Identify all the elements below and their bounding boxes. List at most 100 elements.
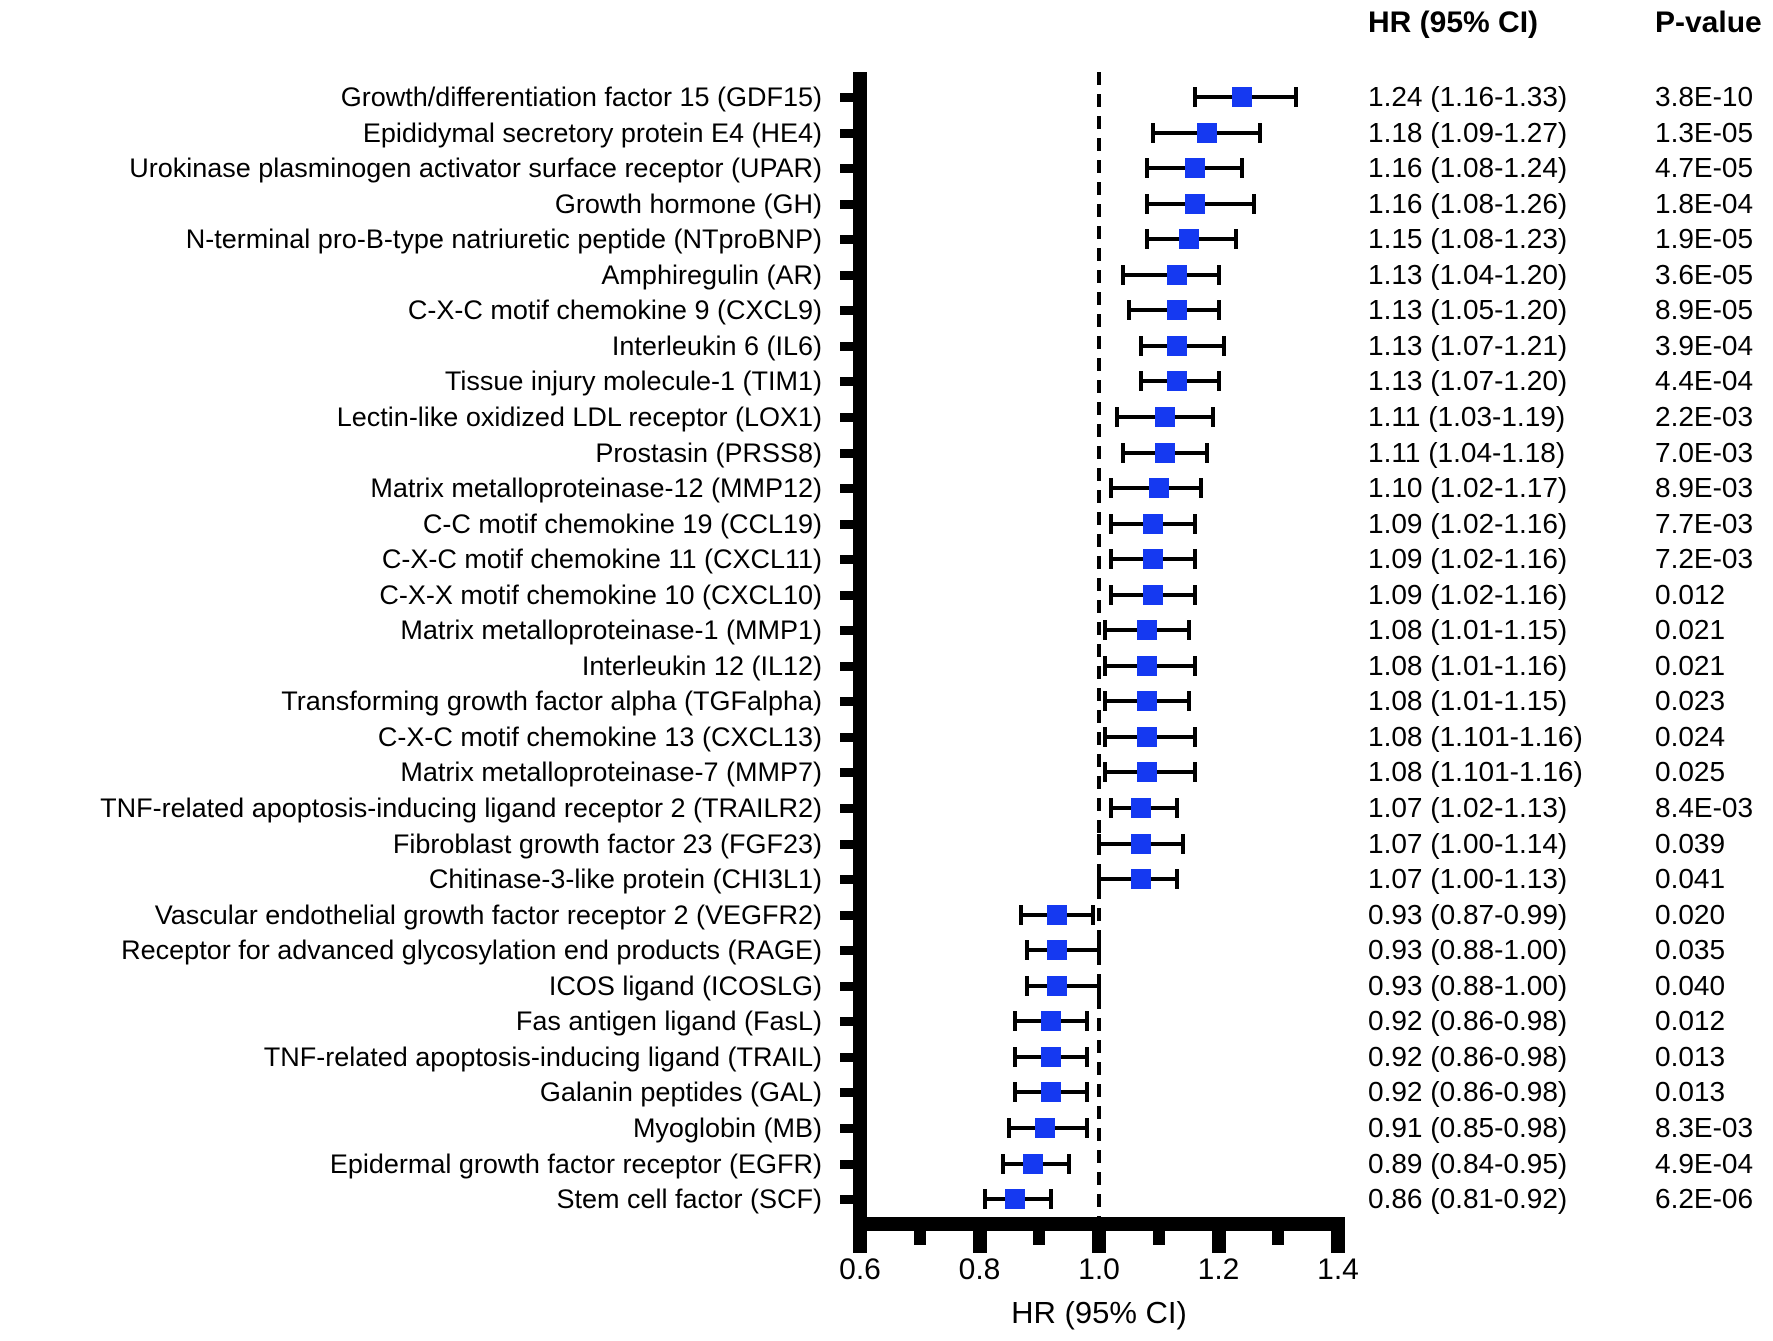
- ci-cap-low: [1144, 193, 1149, 214]
- ci-cap-high: [1240, 158, 1245, 179]
- p-value: 7.0E-03: [1655, 436, 1754, 468]
- hr-marker: [1142, 584, 1163, 605]
- y-axis-row-tick: [840, 555, 853, 565]
- row-label: Epidermal growth factor receptor (EGFR): [329, 1148, 822, 1179]
- y-axis-row-tick: [840, 981, 853, 991]
- y-axis-row-tick: [840, 1017, 853, 1027]
- hr-marker: [1184, 158, 1205, 179]
- y-axis-row-tick: [840, 1159, 853, 1169]
- row-label: Chitinase-3-like protein (CHI3L1): [428, 864, 822, 895]
- hr-marker: [1178, 229, 1199, 250]
- ci-cap-high: [1049, 1189, 1054, 1210]
- x-axis-tick-label: 1.4: [1317, 1253, 1359, 1286]
- hr-ci-value: 1.08 (1.101-1.16): [1368, 756, 1583, 788]
- ci-cap-high: [1204, 442, 1209, 463]
- p-value: 0.035: [1655, 934, 1726, 966]
- ci-cap-low: [1108, 513, 1113, 534]
- hr-marker: [1166, 335, 1187, 356]
- row-label: C-X-C motif chemokine 13 (CXCL13): [377, 721, 822, 752]
- hr-marker: [1232, 87, 1253, 107]
- hr-ci-value: 0.93 (0.88-1.00): [1368, 934, 1568, 966]
- p-value: 0.025: [1655, 756, 1726, 788]
- p-value: 0.012: [1655, 578, 1726, 610]
- hr-marker: [1196, 122, 1217, 143]
- row-label: Matrix metalloproteinase-7 (MMP7): [400, 757, 822, 788]
- hr-marker: [1136, 655, 1157, 676]
- p-value: 0.023: [1655, 685, 1726, 717]
- hr-ci-value: 0.92 (0.86-0.98): [1368, 1005, 1568, 1037]
- p-value: 0.013: [1655, 1076, 1726, 1108]
- ci-cap-high: [1192, 549, 1197, 570]
- p-value: 8.4E-03: [1655, 792, 1754, 823]
- ci-cap-high: [1192, 655, 1197, 676]
- p-value: 0.040: [1655, 969, 1726, 1001]
- row-label: Prostasin (PRSS8): [595, 437, 822, 468]
- row-label: Epididymal secretory protein E4 (HE4): [362, 117, 822, 148]
- ci-cap-high: [1252, 193, 1257, 214]
- ci-cap-high: [1216, 264, 1221, 285]
- hr-marker: [1005, 1189, 1026, 1210]
- p-value: 1.9E-05: [1655, 223, 1754, 255]
- reference-line: [1097, 72, 1101, 1217]
- ci-cap-high: [1222, 335, 1227, 356]
- row-label: Growth hormone (GH): [554, 188, 822, 219]
- hr-ci-value: 0.86 (0.81-0.92): [1368, 1183, 1568, 1215]
- ci-cap-high: [1174, 869, 1179, 890]
- y-axis-row-tick: [840, 235, 853, 245]
- hr-ci-value: 1.24 (1.16-1.33): [1368, 81, 1568, 112]
- row-label: ICOS ligand (ICOSLG): [548, 970, 822, 1001]
- hr-marker: [1136, 691, 1157, 712]
- y-axis-row-tick: [840, 377, 853, 387]
- hr-ci-value: 0.93 (0.88-1.00): [1368, 969, 1568, 1001]
- y-axis-row-tick: [840, 1195, 853, 1205]
- row-label: Vascular endothelial growth factor recep…: [154, 899, 822, 930]
- p-value: 0.021: [1655, 649, 1726, 681]
- x-axis-line: [853, 1217, 1345, 1231]
- p-value: 3.6E-05: [1655, 258, 1754, 290]
- ci-cap-low: [1013, 1082, 1018, 1103]
- ci-cap-low: [983, 1189, 988, 1210]
- hr-marker: [1142, 549, 1163, 570]
- hr-marker: [1166, 264, 1187, 285]
- ci-cap-high: [1192, 513, 1197, 534]
- y-axis-row-tick: [840, 128, 853, 138]
- p-value: 0.039: [1655, 827, 1726, 859]
- x-axis-tick-label: 0.6: [839, 1253, 881, 1286]
- y-axis-row-tick: [840, 270, 853, 280]
- ci-cap-low: [1108, 798, 1113, 818]
- ci-cap-low: [1097, 869, 1101, 890]
- ci-cap-low: [1025, 940, 1030, 961]
- ci-cap-high: [1174, 798, 1179, 818]
- hr-marker: [1130, 833, 1151, 854]
- row-label: N-terminal pro-B-type natriuretic peptid…: [185, 224, 822, 255]
- hr-marker: [1047, 975, 1068, 996]
- ci-cap-low: [1102, 762, 1107, 783]
- hr-marker: [1142, 513, 1163, 534]
- x-axis-minor-tick: [1033, 1231, 1046, 1245]
- ci-cap-high: [1085, 1011, 1090, 1032]
- ci-cap-high: [1097, 940, 1101, 961]
- ci-cap-high: [1180, 833, 1185, 854]
- p-value: 3.9E-04: [1655, 329, 1754, 361]
- hr-ci-value: 0.89 (0.84-0.95): [1368, 1147, 1568, 1179]
- p-value: 4.4E-04: [1655, 365, 1754, 397]
- hr-ci-value: 1.08 (1.01-1.15): [1368, 685, 1568, 717]
- hr-ci-value: 0.92 (0.86-0.98): [1368, 1040, 1568, 1072]
- ci-cap-high: [1091, 904, 1096, 925]
- hr-ci-value: 1.13 (1.07-1.21): [1368, 329, 1568, 361]
- ci-cap-low: [1120, 264, 1125, 285]
- p-value: 0.020: [1655, 898, 1726, 930]
- x-axis-minor-tick: [1272, 1231, 1285, 1245]
- ci-cap-low: [1102, 655, 1107, 676]
- hr-ci-value: 1.08 (1.101-1.16): [1368, 720, 1583, 752]
- y-axis-row-tick: [840, 875, 853, 885]
- ci-cap-low: [1102, 726, 1107, 747]
- ci-cap-low: [1019, 904, 1024, 925]
- ci-cap-low: [1001, 1153, 1006, 1174]
- row-label: Interleukin 6 (IL6): [611, 330, 822, 361]
- ci-cap-low: [1150, 122, 1155, 143]
- ci-cap-low: [1114, 406, 1119, 427]
- hr-ci-value: 1.18 (1.09-1.27): [1368, 116, 1568, 148]
- p-value: 7.7E-03: [1655, 507, 1754, 539]
- x-axis-major-tick: [1331, 1231, 1345, 1253]
